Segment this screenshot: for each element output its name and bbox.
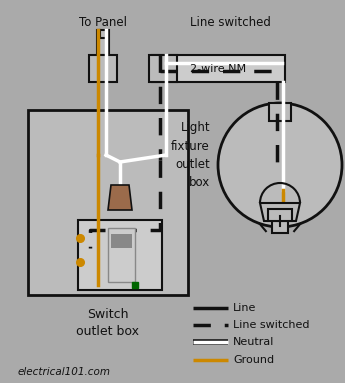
- Bar: [111, 234, 132, 248]
- Bar: [152, 55, 285, 82]
- Text: 2-wire NM: 2-wire NM: [190, 64, 247, 74]
- Text: Line switched: Line switched: [233, 320, 309, 330]
- Bar: [149, 55, 177, 82]
- Bar: [108, 228, 135, 282]
- Bar: [89, 55, 117, 82]
- Bar: [272, 221, 288, 233]
- Bar: [269, 103, 291, 121]
- Polygon shape: [260, 203, 300, 221]
- Text: Line switched: Line switched: [189, 15, 270, 28]
- Text: Neutral: Neutral: [233, 337, 274, 347]
- Text: Line: Line: [233, 303, 256, 313]
- Text: electrical101.com: electrical101.com: [18, 367, 111, 377]
- Polygon shape: [108, 185, 132, 210]
- Text: Ground: Ground: [233, 355, 274, 365]
- Text: Switch
outlet box: Switch outlet box: [77, 308, 139, 338]
- Bar: [268, 209, 292, 221]
- Text: To Panel: To Panel: [79, 15, 127, 28]
- Circle shape: [218, 103, 342, 227]
- Text: Light
fixture
outlet
box: Light fixture outlet box: [171, 121, 210, 188]
- Bar: [97, 30, 109, 55]
- Bar: [78, 220, 162, 290]
- Bar: [28, 110, 188, 295]
